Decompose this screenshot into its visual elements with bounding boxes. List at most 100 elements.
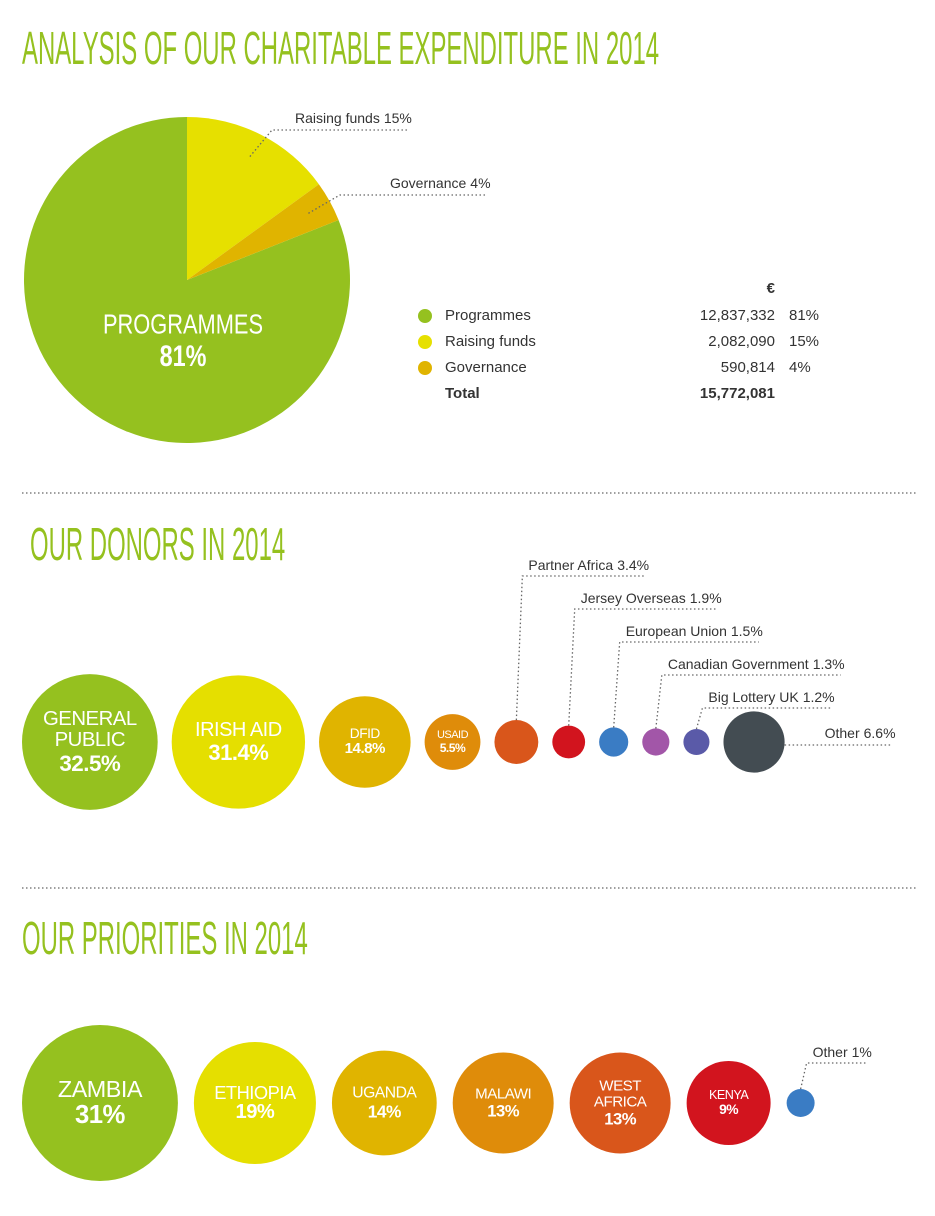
callout-label: Other 6.6% — [825, 725, 896, 741]
bubble-name: GENERAL PUBLIC — [42, 707, 137, 752]
legend-marker — [418, 335, 432, 349]
bubble — [22, 674, 158, 810]
callout-value: 1.2% — [803, 689, 835, 705]
bubble-value: 32.5% — [59, 750, 121, 776]
bubble — [424, 714, 481, 770]
bubble-name: IRISH AID — [195, 718, 282, 741]
bubble — [599, 727, 629, 757]
section-title: OUR PRIORITIES IN 2014 — [22, 913, 308, 964]
bubble — [642, 728, 670, 756]
callout-name: Other — [825, 725, 860, 741]
bubble-label: UGANDA 14% — [340, 1084, 429, 1122]
leader-line — [613, 641, 759, 728]
bubble-label: ZAMBIA 31% — [34, 1077, 167, 1129]
callout-name: Jersey Overseas — [581, 590, 686, 606]
callout-name: Governance — [390, 175, 466, 191]
legend-marker — [418, 361, 432, 375]
bubble-value: 13% — [604, 1109, 637, 1129]
bubble — [786, 1089, 815, 1117]
bubble-value: 19% — [235, 1101, 275, 1124]
bubble — [723, 711, 785, 773]
bubble — [552, 725, 586, 759]
table-total: 15,772,081 — [700, 385, 775, 402]
bubble — [686, 1061, 771, 1145]
table-total-label: Total — [445, 385, 480, 402]
bubble-value: 14% — [367, 1101, 402, 1122]
callout-label: Jersey Overseas 1.9% — [581, 590, 722, 606]
callout-name: Raising funds — [295, 110, 380, 126]
bubble-name: MALAWI — [475, 1085, 532, 1103]
bubble-value: 31% — [74, 1100, 125, 1129]
bubble-label: DFID 14.8% — [326, 725, 404, 758]
callout-label: Raising funds 15% — [295, 110, 412, 126]
callout-label: Other 1% — [813, 1044, 872, 1060]
pie-slice — [187, 117, 319, 280]
bubble-label: USAID 5.5% — [429, 729, 476, 754]
callout-name: Partner Africa — [528, 557, 613, 573]
callout-value: 1.5% — [731, 623, 763, 639]
bubble — [22, 1025, 178, 1181]
callout-value: 1.9% — [690, 590, 722, 606]
section-title: ANALYSIS OF OUR CHARITABLE EXPENDITURE I… — [22, 23, 659, 74]
table-percent: 15% — [789, 333, 819, 350]
legend-label: Programmes — [445, 307, 531, 324]
leader-line — [568, 608, 718, 726]
legend-label: Raising funds — [445, 333, 536, 350]
bubble — [683, 728, 710, 756]
callout-label: Partner Africa 3.4% — [528, 557, 649, 573]
callout-value: 1% — [852, 1044, 872, 1060]
table-amount: 12,837,332 — [700, 307, 775, 324]
callout-label: Canadian Government 1.3% — [668, 656, 845, 672]
callout-value: 4% — [470, 175, 490, 191]
bubble-label: WEST AFRICA 13% — [577, 1077, 663, 1129]
bubble-name: UGANDA — [352, 1084, 417, 1102]
callout-name: Other — [813, 1044, 848, 1060]
legend-marker — [418, 309, 432, 323]
bubble-value: 31.4% — [208, 739, 269, 765]
table-header: € — [767, 280, 776, 297]
callout-label: Big Lottery UK 1.2% — [708, 689, 834, 705]
leader-line — [249, 129, 408, 157]
bubble — [331, 1050, 437, 1156]
bubble-value: 13% — [487, 1101, 520, 1121]
bubble-label: IRISH AID 31.4% — [182, 718, 295, 765]
bubble-name: WEST AFRICA — [593, 1077, 647, 1111]
callout-name: European Union — [626, 623, 727, 639]
bubble-name: ETHIOPIA — [214, 1081, 296, 1103]
pie-slice — [187, 184, 339, 280]
pie-value-label: 81% — [160, 339, 207, 372]
bubble-name: DFID — [349, 725, 381, 741]
callout-name: Big Lottery UK — [708, 689, 799, 705]
section-title: OUR DONORS IN 2014 — [30, 519, 285, 570]
leader-line — [308, 194, 487, 214]
bubble-value: 9% — [719, 1101, 739, 1118]
bubble-label: GENERAL PUBLIC 32.5% — [32, 707, 147, 776]
callout-value: 15% — [384, 110, 412, 126]
bubble — [319, 696, 411, 788]
bubble — [452, 1052, 554, 1154]
leader-line — [655, 674, 841, 729]
callout-name: Canadian Government — [668, 656, 809, 672]
table-percent: 4% — [789, 359, 811, 376]
bubble — [494, 720, 539, 764]
leader-line — [515, 575, 646, 721]
bubble — [569, 1052, 671, 1154]
bubble-value: 14.8% — [344, 740, 386, 758]
bubble-name: ZAMBIA — [57, 1076, 143, 1103]
bubble-label: MALAWI 13% — [460, 1085, 546, 1121]
callout-label: European Union 1.5% — [626, 623, 763, 639]
legend-label: Governance — [445, 359, 527, 376]
callout-value: 6.6% — [864, 725, 896, 741]
table-amount: 590,814 — [721, 359, 775, 376]
bubble — [193, 1041, 316, 1165]
callout-value: 1.3% — [813, 656, 845, 672]
bubble-label: KENYA 9% — [693, 1088, 764, 1118]
bubble — [171, 675, 306, 809]
table-percent: 81% — [789, 307, 819, 324]
callout-label: Governance 4% — [390, 175, 491, 191]
leader-line — [799, 1062, 868, 1090]
bubble-name: KENYA — [708, 1088, 749, 1103]
table-amount: 2,082,090 — [708, 333, 775, 350]
